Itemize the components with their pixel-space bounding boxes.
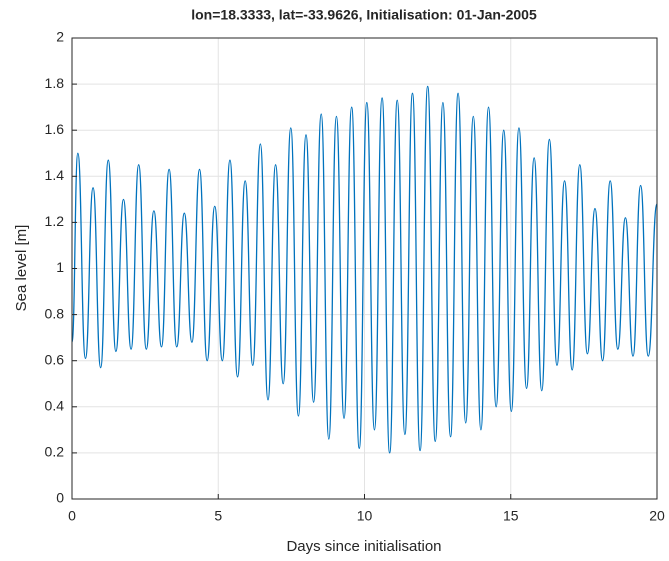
x-axis-label: Days since initialisation <box>286 538 441 555</box>
y-tick-label: 0 <box>56 490 64 506</box>
x-tick-label: 10 <box>357 508 373 524</box>
x-tick-label: 15 <box>503 508 519 524</box>
y-tick-label: 0.8 <box>45 305 65 321</box>
line-series <box>71 85 658 454</box>
x-tick-label: 5 <box>214 508 222 524</box>
y-tick-label: 1.2 <box>45 213 65 229</box>
y-axis-label: Sea level [m] <box>13 225 30 312</box>
y-tick-label: 1.8 <box>45 75 65 91</box>
y-tick-label: 0.4 <box>45 398 65 414</box>
y-tick-label: 1 <box>56 259 64 275</box>
chart-title: lon=18.3333, lat=-33.9626, Initialisatio… <box>191 7 537 23</box>
x-tick-label: 20 <box>649 508 665 524</box>
y-tick-label: 0.6 <box>45 351 65 367</box>
x-tick-label: 0 <box>68 508 76 524</box>
lines <box>71 85 658 454</box>
y-tick-label: 2 <box>56 29 64 45</box>
ticks: 00.20.40.60.811.21.41.61.820 5 10 15 20 <box>45 29 665 524</box>
y-tick-label: 1.6 <box>45 121 65 137</box>
y-tick-label: 0.2 <box>45 444 65 460</box>
y-tick-label: 1.4 <box>45 167 65 183</box>
